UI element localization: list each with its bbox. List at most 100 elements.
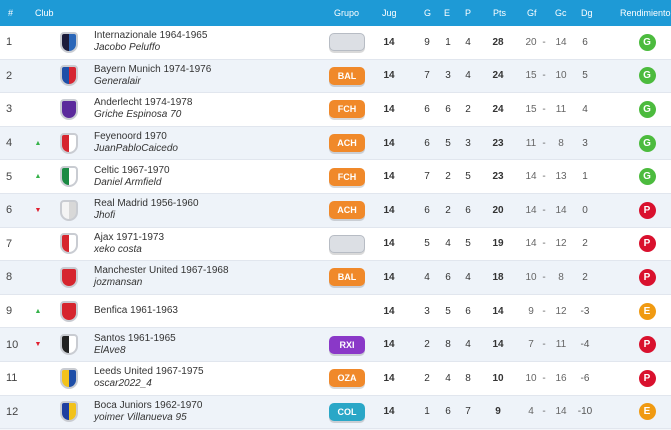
- manager-name[interactable]: oscar2022_4: [94, 378, 152, 390]
- club-name[interactable]: Internazionale 1964-1965: [94, 30, 208, 42]
- header-grupo[interactable]: Grupo: [334, 8, 360, 18]
- goals-against: 11: [555, 339, 567, 351]
- manager-name[interactable]: JuanPabloCaicedo: [94, 143, 178, 155]
- club-name[interactable]: Ajax 1971-1973: [94, 231, 165, 243]
- table-row[interactable]: 5 ▲ Celtic 1967-1970 Daniel Armfield FCH 14 7 2…: [0, 160, 671, 194]
- club-cell[interactable]: Bayern Munich 1974-1976 Generalair: [94, 60, 211, 93]
- club-name[interactable]: Leeds United 1967-1975: [94, 366, 204, 378]
- group-badge[interactable]: ACH: [329, 201, 365, 220]
- table-row[interactable]: 7 Ajax 1971-1973 xeko costa 14 5 4 5 19 14-12 2 P: [0, 227, 671, 262]
- played: 14: [383, 372, 395, 384]
- header-gc[interactable]: Gc: [555, 8, 567, 18]
- rendimiento-cell: G: [637, 26, 657, 59]
- table-row[interactable]: 8 Manchester United 1967-1968 jozmansan BAL…: [0, 261, 671, 295]
- lost: 5: [465, 171, 471, 183]
- points: 24: [492, 103, 504, 115]
- table-row[interactable]: 10 ▼ Santos 1961-1965 ElAve8 RXI 14 2 8 4 14 7-11 -…: [0, 328, 671, 362]
- header-dg[interactable]: Dg: [581, 8, 593, 18]
- points: 10: [492, 372, 504, 384]
- club-name[interactable]: Celtic 1967-1970: [94, 164, 170, 176]
- manager-name[interactable]: jozmansan: [94, 277, 143, 289]
- rendimiento-badge: G: [638, 100, 656, 118]
- club-name[interactable]: Manchester United 1967-1968: [94, 265, 229, 277]
- group-badge[interactable]: COL: [329, 402, 365, 421]
- manager-name[interactable]: Griche Espinosa 70: [94, 109, 182, 121]
- group-badge[interactable]: OZA: [329, 369, 365, 388]
- club-name[interactable]: Real Madrid 1956-1960: [94, 198, 199, 210]
- club-cell[interactable]: Benfica 1961-1963: [94, 295, 178, 328]
- table-row[interactable]: 9 ▲ Benfica 1961-1963 14 3 5 6 14 9-12 -3 E: [0, 294, 671, 329]
- club-cell[interactable]: Leeds United 1967-1975 oscar2022_4: [94, 362, 204, 395]
- group-badge[interactable]: BAL: [329, 66, 365, 85]
- header-e[interactable]: E: [444, 8, 451, 18]
- rendimiento-cell: P: [637, 328, 657, 361]
- manager-name[interactable]: ElAve8: [94, 344, 126, 356]
- header-jug[interactable]: Jug: [382, 8, 397, 18]
- group-badge[interactable]: FCH: [329, 100, 365, 119]
- group-badge[interactable]: RXI: [329, 335, 365, 354]
- goals-separator: -: [542, 271, 546, 283]
- header-p[interactable]: P: [465, 8, 472, 18]
- table-row[interactable]: 3 Anderlecht 1974-1978 Griche Espinosa 70 F…: [0, 93, 671, 127]
- position: 4: [6, 137, 13, 150]
- header-pts[interactable]: Pts: [493, 8, 507, 18]
- goal-difference: 3: [582, 137, 588, 149]
- group-cell: ACH: [327, 127, 367, 160]
- won: 6: [424, 103, 430, 115]
- club-cell[interactable]: Celtic 1967-1970 Daniel Armfield: [94, 160, 170, 193]
- drawn: 6: [445, 103, 451, 115]
- table-row[interactable]: 2 Bayern Munich 1974-1976 Generalair BAL 14 7…: [0, 59, 671, 94]
- goals-separator: -: [542, 305, 546, 317]
- header-gf[interactable]: Gf: [527, 8, 537, 18]
- group-cell: FCH: [327, 160, 367, 193]
- manager-name[interactable]: Generalair: [94, 75, 141, 87]
- club-name[interactable]: Feyenoord 1970: [94, 131, 167, 143]
- table-row[interactable]: 11 Leeds United 1967-1975 oscar2022_4 OZA 14…: [0, 361, 671, 396]
- club-cell[interactable]: Boca Juniors 1962-1970 yoimer Villanueva …: [94, 396, 202, 429]
- club-name[interactable]: Anderlecht 1974-1978: [94, 97, 193, 109]
- table-body: 1 Internazionale 1964-1965 Jacobo Peluffo 1…: [0, 26, 671, 430]
- manager-name[interactable]: yoimer Villanueva 95: [94, 411, 187, 423]
- table-row[interactable]: 4 ▲ Feyenoord 1970 JuanPabloCaicedo ACH 14 6 5 3…: [0, 126, 671, 161]
- table-row[interactable]: 1 Internazionale 1964-1965 Jacobo Peluffo 1…: [0, 26, 671, 60]
- club-cell[interactable]: Internazionale 1964-1965 Jacobo Peluffo: [94, 26, 207, 59]
- table-row[interactable]: 12 Boca Juniors 1962-1970 yoimer Villanuev…: [0, 395, 671, 430]
- position: 5: [6, 170, 13, 183]
- club-cell[interactable]: Manchester United 1967-1968 jozmansan: [94, 261, 229, 294]
- manager-name[interactable]: Jacobo Peluffo: [94, 42, 161, 54]
- group-badge[interactable]: FCH: [329, 167, 365, 186]
- club-name[interactable]: Boca Juniors 1962-1970: [94, 399, 203, 411]
- header-club[interactable]: Club: [35, 8, 54, 18]
- played: 14: [383, 137, 395, 149]
- group-badge[interactable]: BAL: [329, 268, 365, 287]
- manager-name[interactable]: Jhofi: [94, 210, 116, 222]
- inter-crest-icon: [58, 26, 80, 59]
- goals-separator: -: [542, 36, 546, 48]
- position: 8: [6, 271, 13, 284]
- played: 14: [383, 204, 395, 216]
- won: 9: [424, 36, 430, 48]
- club-cell[interactable]: Real Madrid 1956-1960 Jhofi: [94, 194, 199, 227]
- club-name[interactable]: Bayern Munich 1974-1976: [94, 63, 212, 75]
- club-cell[interactable]: Feyenoord 1970 JuanPabloCaicedo: [94, 127, 178, 160]
- manager-name[interactable]: Daniel Armfield: [94, 176, 162, 188]
- club-cell[interactable]: Ajax 1971-1973 xeko costa: [94, 228, 164, 261]
- group-badge-empty: [329, 234, 365, 253]
- group-badge[interactable]: ACH: [329, 134, 365, 153]
- club-name[interactable]: Benfica 1961-1963: [94, 305, 178, 317]
- table-row[interactable]: 6 ▼ Real Madrid 1956-1960 Jhofi ACH 14 6 2 6 20 14…: [0, 193, 671, 228]
- header-g[interactable]: G: [424, 8, 432, 18]
- club-cell[interactable]: Anderlecht 1974-1978 Griche Espinosa 70: [94, 93, 192, 126]
- trend-none: [33, 228, 43, 261]
- goals-separator: -: [542, 204, 546, 216]
- played: 14: [383, 406, 395, 418]
- goals-for: 10: [525, 372, 537, 384]
- club-name[interactable]: Santos 1961-1965: [94, 332, 176, 344]
- club-cell[interactable]: Santos 1961-1965 ElAve8: [94, 328, 176, 361]
- lost: 8: [465, 372, 471, 384]
- manager-name[interactable]: xeko costa: [94, 243, 142, 255]
- played: 14: [383, 171, 395, 183]
- rendimiento-cell: P: [637, 261, 657, 294]
- played: 14: [383, 339, 395, 351]
